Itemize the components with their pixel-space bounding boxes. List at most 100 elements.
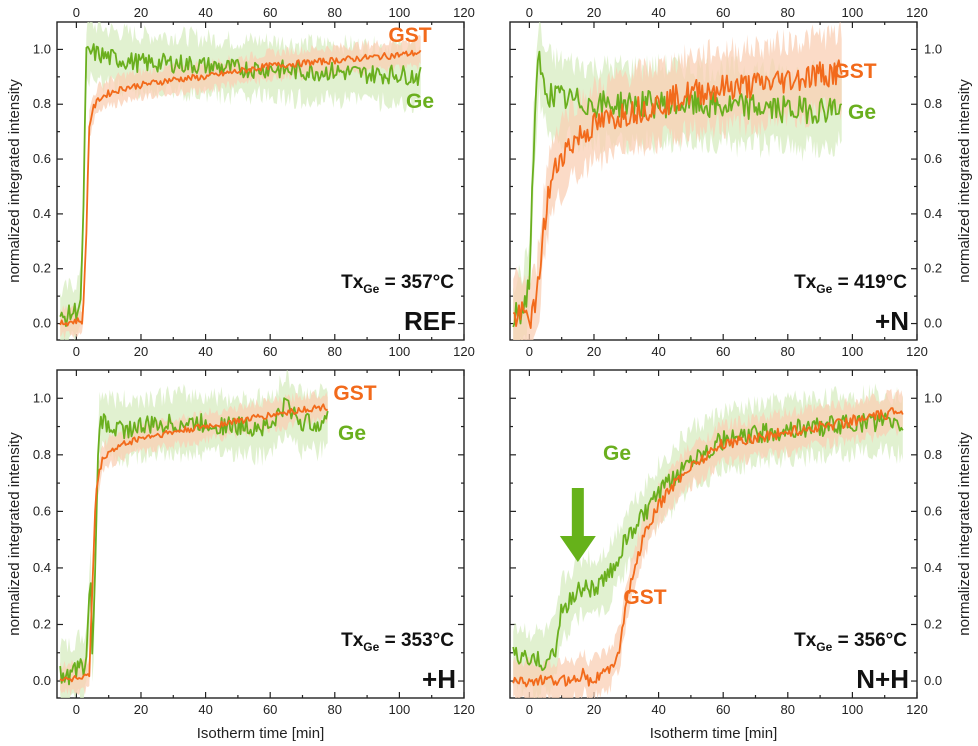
x-tick-label: 20 <box>134 344 148 359</box>
y-axis-label: normalized integrated intensity <box>956 432 973 636</box>
y-tick-label: 0.2 <box>33 261 51 276</box>
tx-main: Tx <box>794 272 817 293</box>
series-band-gst <box>513 22 842 340</box>
y-tick-label: 0.4 <box>33 560 51 575</box>
x-tick-label: 0 <box>526 344 533 359</box>
x-tick-label-top: 20 <box>587 5 601 20</box>
x-tick-label: 100 <box>389 344 411 359</box>
y-tick-label: 0.8 <box>924 447 942 462</box>
x-tick-label: 20 <box>587 702 601 717</box>
series-band-ge <box>513 383 903 698</box>
y-tick-label: 1.0 <box>924 390 942 405</box>
y-tick-label: 0.4 <box>924 206 942 221</box>
plot-area <box>512 22 843 340</box>
tx-main: Tx <box>341 630 364 651</box>
x-tick-label: 100 <box>842 344 864 359</box>
series-label-gst: GST <box>388 24 431 47</box>
x-tick-label: 120 <box>906 344 928 359</box>
y-tick-label: 1.0 <box>33 390 51 405</box>
x-tick-label: 0 <box>73 702 80 717</box>
y-tick-label: 0.8 <box>33 96 51 111</box>
x-tick-label: 20 <box>587 344 601 359</box>
tx-main: Tx <box>341 272 364 293</box>
x-tick-label-top: 0 <box>73 5 80 20</box>
tx-subscript: Ge <box>363 640 379 654</box>
y-tick-label: 0.0 <box>924 316 942 331</box>
x-tick-label: 80 <box>781 702 795 717</box>
y-tick-label: 0.0 <box>924 673 942 688</box>
tx-subscript: Ge <box>363 282 379 296</box>
series-label-gst: GST <box>623 586 666 609</box>
x-tick-label: 60 <box>716 344 730 359</box>
y-axis-label: normalized integrated intensity <box>6 79 23 283</box>
x-tick-label-top: 120 <box>453 5 475 20</box>
x-tick-label: 40 <box>198 344 212 359</box>
x-tick-label: 80 <box>328 344 342 359</box>
y-tick-label: 0.4 <box>924 560 942 575</box>
y-tick-label: 0.6 <box>924 151 942 166</box>
x-tick-label: 120 <box>906 702 928 717</box>
x-tick-label-top: 60 <box>263 5 277 20</box>
y-tick-label: 0.0 <box>33 673 51 688</box>
y-tick-label: 1.0 <box>33 41 51 56</box>
series-line-ge <box>59 43 422 327</box>
plot-frame <box>56 21 465 341</box>
series-label-ge: Ge <box>848 101 876 124</box>
plot-area <box>512 383 904 698</box>
sample-label: N+H <box>856 664 909 694</box>
panel-top-left: 0 0 20 20 40 40 60 60 80 80 100 100 120 120 0.0 0.2 0.4 0… <box>6 5 475 359</box>
tx-annotation: TxGe = 353°C <box>341 630 454 654</box>
y-tick-label: 0.6 <box>33 151 51 166</box>
y-tick-label: 0.4 <box>33 206 51 221</box>
tx-value: = 353°C <box>379 630 454 651</box>
tx-value: = 419°C <box>832 272 907 293</box>
x-tick-label: 60 <box>263 702 277 717</box>
sample-label: REF <box>404 306 456 336</box>
y-tick-label: 0.2 <box>924 261 942 276</box>
x-tick-label: 60 <box>263 344 277 359</box>
y-tick-label: 0.8 <box>924 96 942 111</box>
x-tick-label: 40 <box>651 344 665 359</box>
tx-subscript: Ge <box>816 640 832 654</box>
x-tick-label-top: 80 <box>781 5 795 20</box>
y-tick-label: 0.0 <box>33 316 51 331</box>
tx-subscript: Ge <box>816 282 832 296</box>
plot-area <box>59 370 329 698</box>
x-tick-label-top: 80 <box>328 5 342 20</box>
tx-annotation: TxGe = 356°C <box>794 630 907 654</box>
y-axis-label: normalized integrated intensity <box>6 432 23 636</box>
x-tick-label-top: 40 <box>651 5 665 20</box>
sample-label: +N <box>875 306 909 336</box>
x-tick-label-top: 100 <box>389 5 411 20</box>
x-tick-label-top: 120 <box>906 5 928 20</box>
series-label-gst: GST <box>333 382 376 405</box>
series-line-gst <box>59 403 328 683</box>
plot-frame <box>509 369 918 699</box>
x-tick-label: 120 <box>453 344 475 359</box>
series-line-gst <box>59 49 422 327</box>
plot-frame <box>509 21 918 341</box>
x-tick-label-top: 100 <box>842 5 864 20</box>
x-axis-label: Isotherm time [min] <box>197 725 325 742</box>
x-tick-label: 0 <box>73 344 80 359</box>
x-tick-label-top: 40 <box>198 5 212 20</box>
plot-frame <box>56 369 465 699</box>
x-tick-label: 20 <box>134 702 148 717</box>
plot-area <box>59 22 422 340</box>
series-line-gst <box>512 407 904 688</box>
x-tick-label-top: 20 <box>134 5 148 20</box>
series-line-gst <box>513 59 843 329</box>
panel-bottom-right: 0 20 40 60 80 100 120 0.0 0.2 0.4 0.6 0.8 1.0 normali… <box>509 369 973 742</box>
series-band-gst <box>60 34 421 340</box>
sample-label: +H <box>422 664 456 694</box>
series-label-gst: GST <box>833 60 876 83</box>
x-tick-label-top: 0 <box>526 5 533 20</box>
x-tick-label: 40 <box>198 702 212 717</box>
x-tick-label: 80 <box>328 702 342 717</box>
tx-value: = 357°C <box>379 272 454 293</box>
y-tick-label: 0.6 <box>924 503 942 518</box>
y-tick-label: 0.2 <box>33 616 51 631</box>
y-tick-label: 0.2 <box>924 616 942 631</box>
y-tick-label: 1.0 <box>924 41 942 56</box>
